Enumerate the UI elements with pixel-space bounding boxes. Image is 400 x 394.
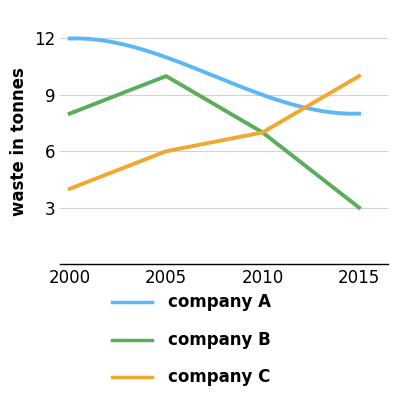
company A xyxy=(245,87,250,92)
Text: company C: company C xyxy=(168,368,270,387)
Line: company B: company B xyxy=(70,76,359,208)
company A xyxy=(73,36,78,41)
company B xyxy=(164,74,168,78)
company A xyxy=(312,107,317,112)
company A xyxy=(357,111,362,116)
company C xyxy=(164,149,168,154)
company A xyxy=(351,112,356,116)
Text: company A: company A xyxy=(168,293,271,311)
company A xyxy=(67,36,72,41)
Line: company C: company C xyxy=(70,76,359,189)
company A xyxy=(240,85,245,90)
company C xyxy=(67,186,72,191)
company B xyxy=(260,130,265,135)
company A xyxy=(68,36,73,41)
company C xyxy=(260,130,265,135)
Text: company B: company B xyxy=(168,331,271,349)
Line: company A: company A xyxy=(70,38,359,114)
company B xyxy=(67,111,72,116)
Y-axis label: waste in tonnes: waste in tonnes xyxy=(10,67,28,216)
company C xyxy=(357,74,362,78)
company B xyxy=(357,205,362,210)
company A xyxy=(240,85,244,89)
company A xyxy=(330,110,335,115)
